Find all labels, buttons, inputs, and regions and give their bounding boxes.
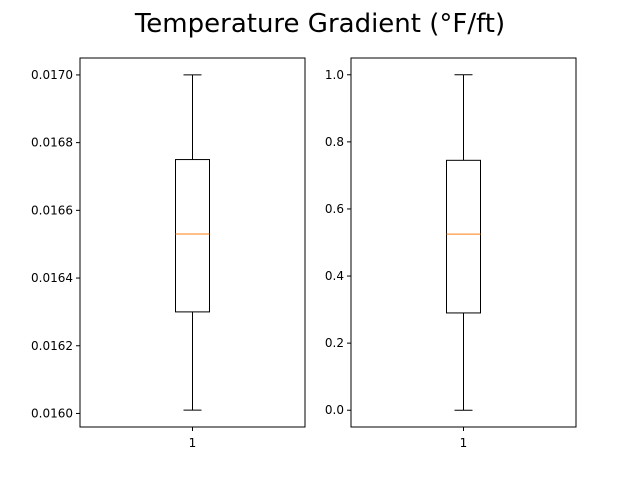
x-tick-label: 1 <box>189 436 197 450</box>
y-tick-label: 0.0 <box>325 403 344 417</box>
y-tick-label: 0.8 <box>325 135 344 149</box>
y-tick-label: 0.0166 <box>31 203 73 217</box>
y-tick-label: 0.0168 <box>31 136 73 150</box>
left-panel: 0.0160 0.0162 0.0164 0.0166 0.0168 0.0170 1 <box>31 57 306 450</box>
box <box>446 159 481 314</box>
x-tick-label: 1 <box>460 436 468 450</box>
y-tick-label: 0.0162 <box>31 339 73 353</box>
y-tick-label: 0.0170 <box>31 68 73 82</box>
y-tick-label: 0.0160 <box>31 406 73 420</box>
y-tick-label: 0.2 <box>325 336 344 350</box>
y-tick-label: 0.4 <box>325 269 344 283</box>
y-tick-label: 0.0164 <box>31 271 73 285</box>
right-panel: 0.0 0.2 0.4 0.6 0.8 1.0 1 <box>325 57 577 450</box>
y-tick-label: 0.6 <box>325 202 344 216</box>
chart-title: Temperature Gradient (°F/ft) <box>134 9 505 39</box>
y-tick-label: 1.0 <box>325 68 344 82</box>
box <box>175 159 210 313</box>
